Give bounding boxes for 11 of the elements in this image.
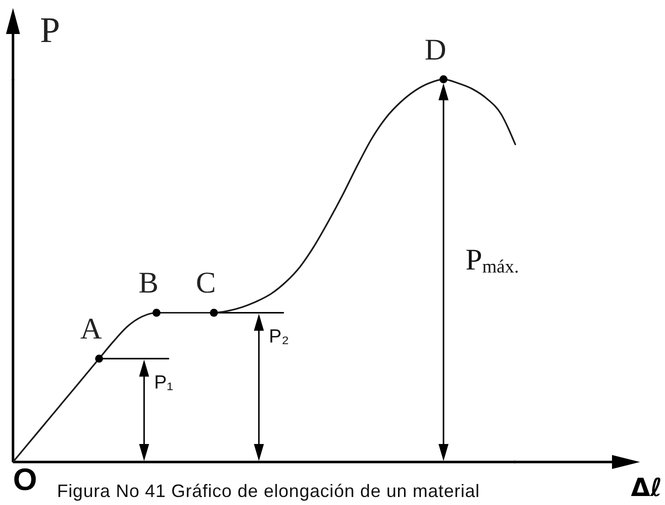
ref-line-label: P₁ (154, 372, 174, 394)
x-axis-title: Δℓ (630, 473, 662, 502)
annotation: B (138, 266, 159, 300)
annotation: D (424, 33, 446, 66)
ref-line-label: P₂ (268, 326, 289, 348)
annotation: O (12, 462, 38, 497)
y-axis-title: P (40, 10, 60, 50)
text: Figura No 41 Gráfico de elongación de un material (57, 481, 480, 501)
annotation: P$_{máx.}$ (466, 244, 519, 278)
annotation: A (80, 312, 102, 346)
annotation: C (196, 266, 216, 300)
